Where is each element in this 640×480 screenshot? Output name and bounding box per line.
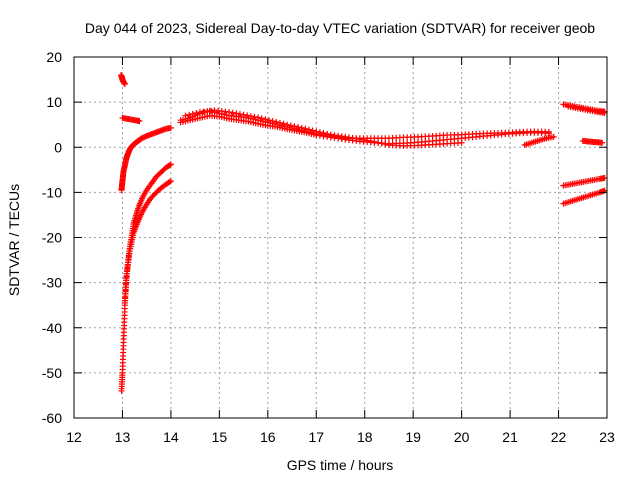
- data-point: [276, 119, 283, 126]
- data-point: [255, 114, 262, 121]
- data-point: [233, 110, 240, 117]
- data-point: [324, 130, 331, 137]
- data-point: [247, 113, 254, 120]
- series-trace-h: [182, 107, 465, 149]
- data-point: [166, 162, 173, 169]
- data-point: [295, 124, 302, 131]
- series-trace-i: [521, 133, 557, 148]
- data-point: [182, 112, 189, 119]
- plot-border: [73, 56, 608, 419]
- data-point: [262, 116, 269, 123]
- x-tick-label: 15: [212, 429, 228, 445]
- x-tick-labels: 12 13 14 15 16 17 18 19 20 21 22 23: [66, 429, 615, 445]
- data-point: [367, 138, 374, 145]
- series-trace-m: [560, 174, 608, 189]
- x-tick-label: 13: [115, 429, 131, 445]
- data-point: [229, 109, 236, 116]
- series-trace-l: [579, 137, 606, 146]
- x-tick-label: 12: [66, 429, 82, 445]
- y-tick-label: -40: [42, 320, 62, 336]
- x-tick-label: 14: [163, 429, 179, 445]
- x-tick-label: 23: [599, 429, 615, 445]
- data-point: [550, 133, 557, 140]
- data-point: [599, 139, 606, 146]
- data-point: [378, 140, 385, 147]
- y-tick-label: 20: [46, 49, 62, 65]
- data-point: [316, 129, 323, 136]
- data-point: [306, 126, 313, 133]
- data-point: [382, 141, 389, 148]
- data-point: [356, 136, 363, 143]
- data-point: [545, 130, 552, 137]
- data-point: [226, 109, 233, 116]
- x-tick-label: 16: [260, 429, 276, 445]
- data-point: [240, 111, 247, 118]
- y-tick-label: -10: [42, 184, 62, 200]
- series-trace-a: [118, 72, 128, 88]
- data-point: [186, 111, 193, 118]
- series-trace-k: [565, 103, 608, 116]
- data-point: [167, 178, 174, 185]
- data-point: [136, 118, 143, 125]
- data-point: [291, 123, 298, 130]
- chart-title: Day 044 of 2023, Sidereal Day-to-day VTE…: [85, 20, 595, 36]
- x-tick-label: 20: [454, 429, 470, 445]
- data-point: [244, 112, 251, 119]
- data-point: [266, 117, 273, 124]
- data-point: [313, 128, 320, 135]
- data-series: [118, 72, 608, 394]
- data-point: [309, 127, 316, 134]
- series-trace-e: [121, 178, 174, 304]
- data-point: [302, 125, 309, 132]
- data-point: [287, 122, 294, 129]
- data-point: [371, 138, 378, 145]
- y-tick-label: -30: [42, 275, 62, 291]
- data-point: [375, 139, 382, 146]
- data-point: [251, 113, 258, 120]
- y-tick-label: -20: [42, 230, 62, 246]
- data-point: [273, 118, 280, 125]
- data-point: [364, 137, 371, 144]
- y-tick-label: -60: [42, 410, 62, 426]
- series-trace-c: [119, 114, 143, 125]
- data-point: [320, 130, 327, 137]
- x-axis-label: GPS time / hours: [287, 457, 394, 473]
- x-tick-label: 22: [551, 429, 567, 445]
- data-point: [258, 115, 265, 122]
- x-tick-label: 17: [308, 429, 324, 445]
- grid: [74, 57, 607, 418]
- data-point: [193, 109, 200, 116]
- data-point: [280, 120, 287, 127]
- data-point: [121, 81, 128, 88]
- y-tick-label: -50: [42, 365, 62, 381]
- data-point: [284, 121, 291, 128]
- x-tick-label: 19: [405, 429, 421, 445]
- data-point: [166, 178, 173, 185]
- data-point: [360, 136, 367, 143]
- y-axis-label: SDTVAR / TECUs: [6, 184, 22, 296]
- data-point: [189, 110, 196, 117]
- y-tick-labels: -60 -50 -40 -30 -20 -10 0 10 20: [42, 49, 62, 426]
- x-tick-label: 18: [357, 429, 373, 445]
- data-point: [236, 111, 243, 118]
- data-point: [269, 118, 276, 125]
- y-tick-label: 10: [46, 94, 62, 110]
- data-point: [167, 124, 174, 131]
- x-tick-label: 21: [502, 429, 518, 445]
- series-trace-b: [118, 124, 174, 194]
- data-point: [458, 139, 465, 146]
- data-point: [298, 124, 305, 131]
- data-point: [167, 161, 174, 168]
- y-tick-label: 0: [54, 139, 62, 155]
